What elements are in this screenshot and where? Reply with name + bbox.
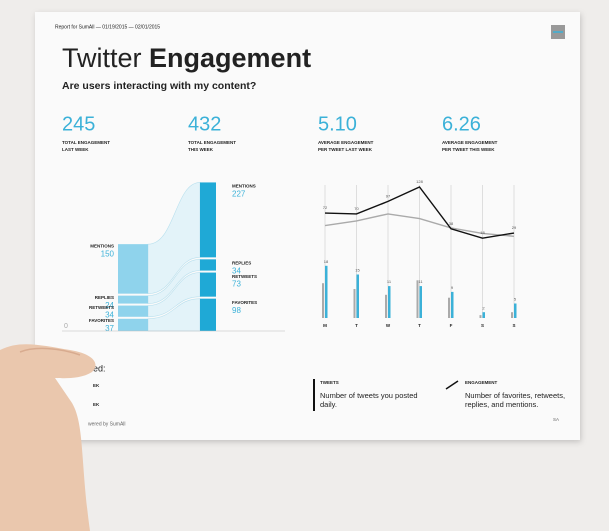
day-label: T [418, 323, 421, 328]
engagement-value: 29 [512, 225, 517, 230]
flow-axis-label: 0 [64, 323, 68, 330]
legend-text: Number of favorites, retweets, [465, 391, 565, 400]
day-label: S [481, 323, 484, 328]
tweets-value: 18 [324, 259, 329, 264]
title: Twitter Engagement [62, 43, 311, 73]
paper [35, 12, 580, 440]
flow-bar-last-week [118, 295, 148, 304]
day-label: T [355, 323, 358, 328]
flow-value: 37 [105, 324, 114, 333]
engagement-value: 70 [354, 206, 359, 211]
tweets-bar-last-week [353, 289, 356, 318]
day-label: F [450, 323, 453, 328]
stat-label: TOTAL ENGAGEMENT [188, 140, 236, 145]
hand-fold [19, 347, 81, 356]
tweets-bar-last-week [385, 294, 387, 318]
tweets-bar-this-week [325, 265, 328, 318]
tweets-bar-this-week [451, 291, 454, 318]
tweets-value: 9 [451, 285, 454, 290]
flow-value: 98 [232, 306, 241, 315]
stat-label: PER TWEET LAST WEEK [318, 147, 373, 152]
tweets-value: 11 [418, 279, 423, 284]
footer-fragment: ed: [93, 363, 106, 373]
tweets-bar-this-week [388, 286, 391, 318]
flow-label: RETWEETS [89, 305, 114, 310]
legend-title: ENGAGEMENT [465, 380, 498, 385]
stat-label: AVERAGE ENGAGEMENT [442, 140, 498, 145]
legend-engagement-icon [445, 380, 459, 390]
flow-label: FAVORITES [89, 318, 114, 323]
flow-bar-last-week [118, 318, 148, 331]
day-label: W [386, 323, 391, 328]
flow-value: 34 [232, 266, 241, 275]
stat-value: 245 [62, 113, 95, 135]
flow-value: 73 [232, 280, 241, 289]
day-label: S [512, 323, 515, 328]
hand [0, 344, 96, 531]
report-header: Report for SumAll — 01/19/2015 — 02/01/2… [55, 24, 160, 30]
legend-text: daily. [320, 400, 337, 409]
flow-label: REPLIES [95, 295, 114, 300]
footer-mark: SA [553, 417, 559, 422]
engagement-line-last-week [324, 213, 515, 237]
engagement-value: 38 [449, 221, 454, 226]
flow-bar-this-week [200, 182, 216, 258]
flow-value: 150 [101, 249, 115, 258]
stat-label: PER TWEET THIS WEEK [442, 147, 495, 152]
stat-label: AVERAGE ENGAGEMENT [318, 140, 374, 145]
legend-text: replies, and mentions. [465, 400, 538, 409]
engagement-value: 18 [480, 230, 485, 235]
engagement-value: 72 [323, 205, 328, 210]
subtitle: Are users interacting with my content? [62, 80, 256, 92]
tweets-value: 15 [355, 268, 360, 273]
tweets-bar-last-week [479, 315, 482, 318]
flow-bar-this-week [200, 272, 216, 297]
tweets-bar-last-week [322, 283, 324, 318]
day-label: M [323, 323, 327, 328]
tweets-bar-this-week [482, 312, 485, 318]
flow-label: MENTIONS [90, 243, 114, 248]
footer-fragment: EK [93, 383, 100, 388]
tweets-value: 2 [482, 305, 485, 310]
flow-label: REPLIES [232, 261, 251, 266]
flow-value: 227 [232, 190, 246, 199]
stat-value: 6.26 [442, 113, 481, 135]
flow-bar-last-week [118, 244, 148, 294]
tweets-value: 5 [514, 297, 517, 302]
stat-label: THIS WEEK [188, 147, 214, 152]
flow-value: 24 [105, 301, 114, 310]
title-bold: Engagement [149, 43, 311, 73]
engagement-value: 128 [416, 179, 423, 184]
stat-value: 432 [188, 113, 221, 135]
flow-bar-this-week [200, 259, 216, 271]
flow-bar-last-week [118, 305, 148, 317]
flow-label: MENTIONS [232, 184, 256, 189]
tweets-bar-last-week [448, 297, 450, 318]
stat-value: 5.10 [318, 113, 357, 135]
legend-text: Number of tweets you posted [320, 391, 418, 400]
tweets-bar-last-week [416, 280, 419, 318]
legend-title: TWEETS [320, 380, 339, 385]
flow-label: RETWEETS [232, 274, 257, 279]
footer-powered: wered by SumAll [88, 421, 126, 427]
flow-value: 34 [105, 311, 114, 320]
title-light: Twitter [62, 43, 142, 73]
footer-fragment: EK [93, 402, 100, 407]
flow-label: FAVORITES [232, 300, 257, 305]
flow-bar-this-week [200, 298, 216, 331]
engagement-line-this-week [324, 186, 515, 239]
tweets-bar-last-week [511, 312, 513, 318]
engagement-value: 97 [386, 193, 391, 198]
tweets-bar-this-week [356, 274, 359, 318]
tweets-bar-this-week [419, 286, 422, 318]
stat-label: TOTAL ENGAGEMENT [62, 140, 110, 145]
tweets-value: 11 [387, 279, 392, 284]
tweets-bar-this-week [514, 303, 517, 318]
stat-label: LAST WEEK [62, 147, 89, 152]
